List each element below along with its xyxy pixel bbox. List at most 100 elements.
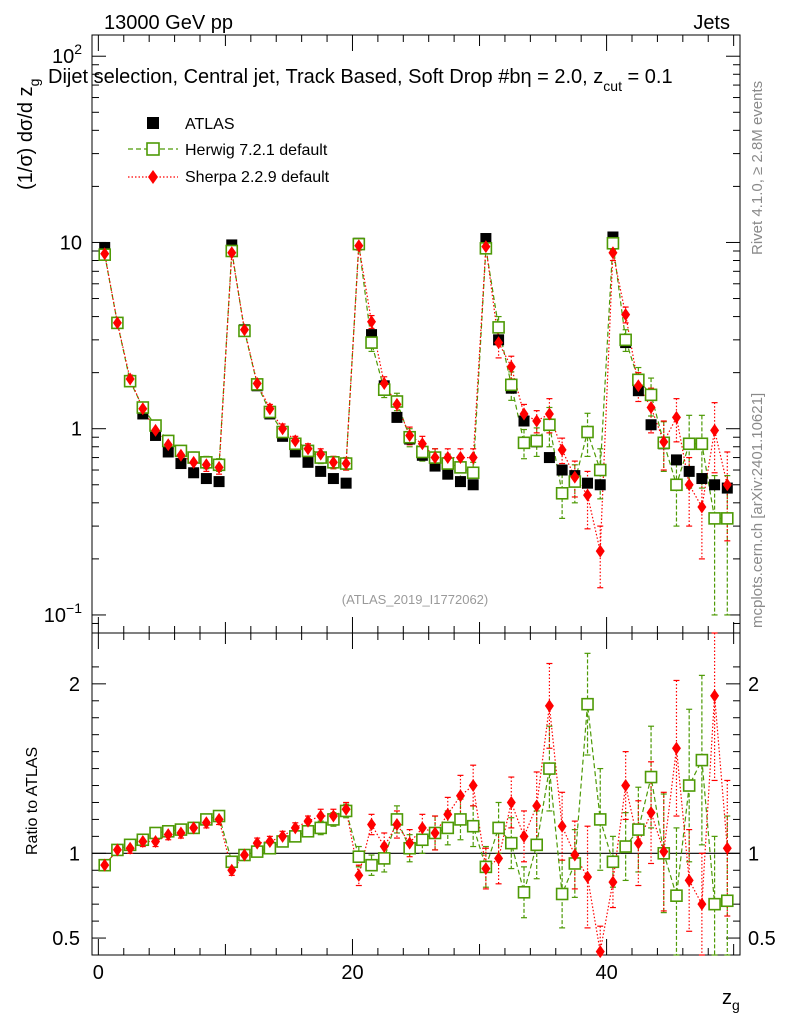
atlas-point [188,467,200,479]
atlas-point [327,473,339,485]
herwig-ratio-point [708,897,721,911]
ratio-y-tick-label-right: 2 [748,674,759,696]
ratio-xlabel-text: z [722,987,732,1009]
ratio-y-tick-label: 2 [69,674,80,696]
atlas-point [302,456,314,468]
sherpa-ratio-point [659,845,669,859]
sherpa-point [506,360,516,374]
sherpa-point [532,414,542,428]
sherpa-point [328,455,338,469]
sherpa-point [697,500,707,514]
legend-marker-atlas [147,117,159,129]
sherpa-point [252,376,262,390]
sherpa-ratio-point [379,840,389,854]
herwig-ratio-point [644,770,658,784]
herwig-ratio-point [365,858,378,872]
sherpa-ratio-point [138,834,148,848]
sherpa-point [671,410,681,424]
atlas-point [162,446,174,458]
sherpa-ratio-point [430,826,440,840]
atlas-point [289,446,301,458]
sherpa-ratio-point [621,779,631,793]
sherpa-point [405,428,415,442]
sherpa-ratio-point [646,806,656,820]
sherpa-ratio-point [176,826,186,840]
herwig-ratio-point [593,813,607,826]
sherpa-ratio-point [252,836,262,850]
sherpa-point [278,422,288,436]
main-y-tick-label-base: 10 [52,46,74,68]
atlas-point [391,411,403,423]
atlas-point [670,454,682,466]
sherpa-ratio-point [506,795,516,809]
sherpa-point [227,246,237,260]
sherpa-ratio-point [519,829,529,843]
herwig-ratio-point [530,838,544,852]
atlas-point [543,452,555,464]
sherpa-point [455,451,465,465]
herwig-ratio-point [632,823,645,836]
herwig-ratio-point [543,762,556,775]
main-ylabel: (1/σ) dσ/d zg [15,79,42,190]
ratio-y-tick-label: 0.5 [52,928,80,950]
sherpa-point [608,246,618,260]
herwig-point [695,437,709,451]
sherpa-point [100,247,110,261]
sherpa-ratio-point [595,945,605,959]
sherpa-ratio-point [214,812,224,826]
header-left: 13000 GeV pp [104,12,233,34]
herwig-ratio-point [416,833,429,847]
ratio-x-tick-label: 0 [93,962,104,984]
sherpa-ratio-point [341,802,351,816]
herwig-point [555,486,569,500]
atlas-point [454,476,466,488]
atlas-point [594,479,606,491]
herwig-point [517,436,531,450]
main-y-tick-label-base: 10 [44,605,66,627]
sherpa-line [104,245,728,552]
herwig-ratio-point [466,819,480,833]
herwig-ratio-point [682,779,696,792]
legend-marker-sherpa [148,170,158,184]
herwig-ratio-point [504,836,518,850]
sherpa-point [557,443,567,457]
sherpa-ratio-point [532,799,542,813]
sherpa-point [494,336,504,350]
sherpa-point [265,402,275,416]
sherpa-point [189,455,199,469]
herwig-point [365,336,378,349]
herwig-point [492,321,505,334]
main-y-tick-label-base: 1 [71,419,82,441]
sherpa-ratio-point [265,834,275,848]
sherpa-point [125,372,135,386]
herwig-ratio-point [441,821,455,835]
sherpa-ratio-point [239,848,249,862]
atlas-point [480,233,492,245]
atlas-point [556,464,568,476]
herwig-ratio-point [606,855,620,869]
sherpa-ratio-point [468,779,478,793]
atlas-point [582,477,594,489]
main-title-tail: η = 2.0, z [520,66,603,88]
sherpa-point [544,407,554,421]
sherpa-ratio-point [112,843,122,857]
main-title: Dijet selection, Central jet, Track Base… [48,66,673,94]
sherpa-ratio-point [443,807,453,821]
herwig-point [581,425,594,439]
atlas-point [366,329,378,341]
sherpa-point [621,308,631,322]
sherpa-point [595,544,605,558]
sherpa-ratio-point [494,851,504,865]
sherpa-ratio-point [405,836,415,850]
sherpa-ratio-point [697,897,707,911]
main-y-tick-label-base: 10 [60,232,82,254]
herwig-point [644,388,658,402]
sherpa-point [112,316,122,330]
mcplots-label: mcplots.cern.ch [arXiv:2401.10621] [749,393,766,628]
main-data [98,231,734,616]
atlas-point [683,465,695,477]
sherpa-point [570,470,580,484]
header-right: Jets [693,12,730,34]
